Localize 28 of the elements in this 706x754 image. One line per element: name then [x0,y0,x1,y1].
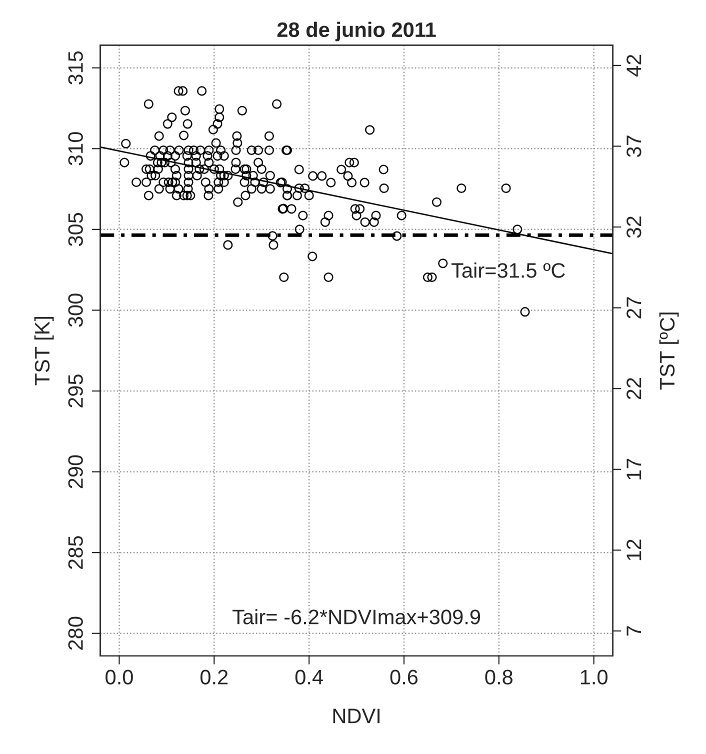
x-tick-label: 0.8 [485,670,512,684]
y2-tick-label: 12 [626,540,642,560]
y-tick-label: 285 [68,536,83,569]
x-axis-title: NDVI [333,708,380,724]
y-tick-label: 315 [68,51,83,84]
ref-line-label: Tair=31.5 ºC [452,262,565,278]
y2-tick-label: 27 [626,297,642,318]
y-tick-label: 295 [68,374,83,408]
y-tick-label: 290 [68,455,83,488]
chart-title: 28 de junio 2011 [277,22,436,42]
y2-tick-label: 7 [626,626,642,636]
x-tick-label: 1.0 [580,670,608,684]
y2-tick-label: 42 [626,54,642,77]
y-tick-label: 310 [68,132,83,166]
x-tick-label: 0.6 [390,670,418,684]
y-axis-title: TST [K] [34,316,54,386]
y-tick-label: 300 [68,294,83,327]
y2-tick-label: 22 [626,378,642,400]
x-tick-label: 0.0 [106,670,133,684]
y2-tick-label: 17 [626,458,642,480]
y2-tick-label: 32 [626,216,642,238]
y2-tick-label: 37 [626,136,642,158]
y-tick-label: 280 [68,616,83,650]
x-tick-label: 0.4 [295,670,323,684]
x-tick-label: 0.2 [200,670,228,684]
y2-axis-title: TST [ºC] [659,312,679,390]
y-tick-label: 305 [68,212,83,246]
annotation: Tair= -6.2*NDVImax+309.9 [232,609,480,624]
